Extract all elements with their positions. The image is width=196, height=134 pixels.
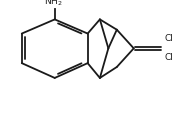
Text: Cl: Cl [165,53,174,62]
Text: NH$_2$: NH$_2$ [44,0,62,8]
Text: Cl: Cl [165,34,174,43]
